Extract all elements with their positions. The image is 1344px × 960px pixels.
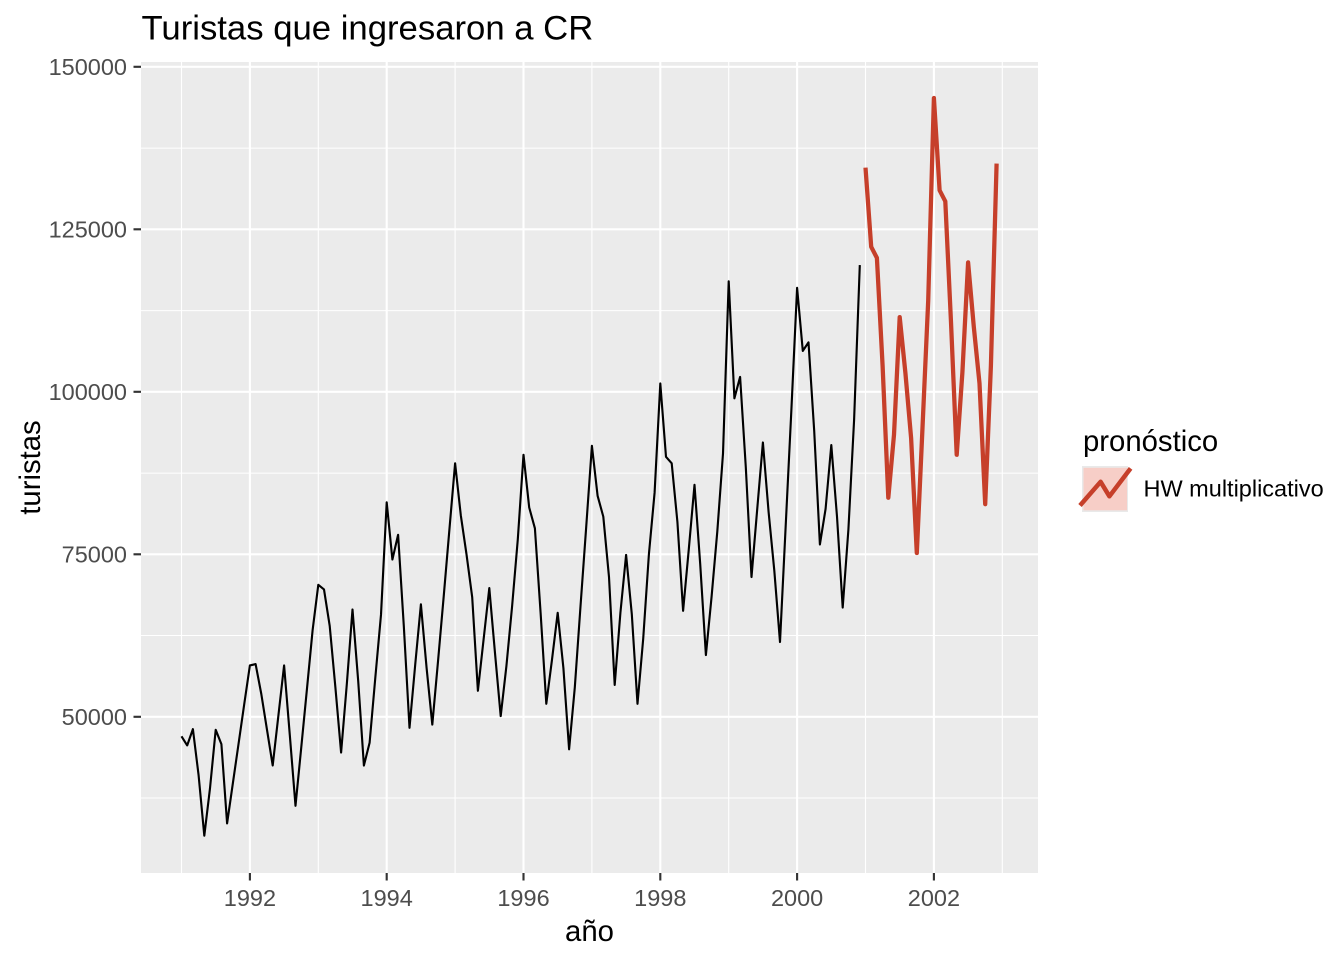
svg-text:turistas: turistas bbox=[14, 420, 47, 514]
svg-text:150000: 150000 bbox=[49, 54, 127, 80]
svg-text:1998: 1998 bbox=[634, 885, 686, 911]
svg-text:año: año bbox=[565, 915, 614, 948]
svg-text:2002: 2002 bbox=[908, 885, 960, 911]
svg-text:1992: 1992 bbox=[224, 885, 276, 911]
svg-text:75000: 75000 bbox=[62, 542, 127, 568]
svg-text:2000: 2000 bbox=[771, 885, 823, 911]
svg-text:125000: 125000 bbox=[49, 217, 127, 243]
svg-text:100000: 100000 bbox=[49, 379, 127, 405]
svg-text:50000: 50000 bbox=[62, 704, 127, 730]
svg-text:Turistas que ingresaron a CR: Turistas que ingresaron a CR bbox=[142, 10, 594, 48]
svg-text:1996: 1996 bbox=[497, 885, 549, 911]
svg-text:1994: 1994 bbox=[361, 885, 413, 911]
svg-text:pronóstico: pronóstico bbox=[1083, 425, 1218, 458]
svg-text:HW multiplicativo: HW multiplicativo bbox=[1144, 476, 1324, 502]
